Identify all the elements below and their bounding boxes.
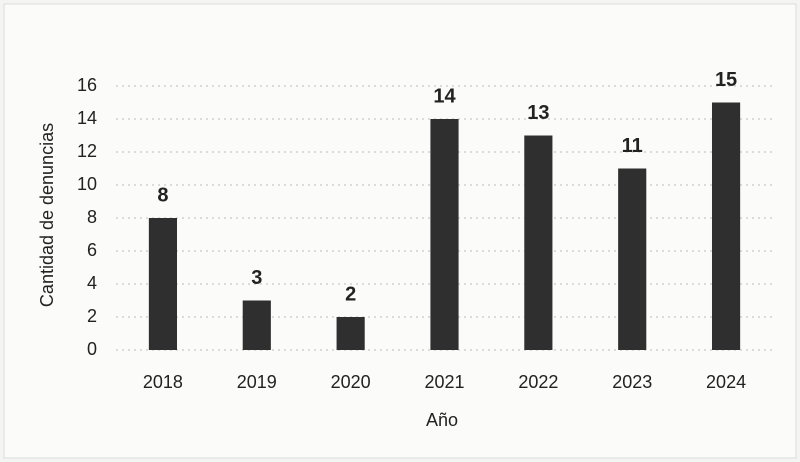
y-axis-label: Cantidad de denuncias xyxy=(37,123,57,307)
chart-frame xyxy=(3,3,797,459)
y-tick-label: 8 xyxy=(87,207,97,227)
data-label: 14 xyxy=(433,85,456,107)
y-tick-label: 4 xyxy=(87,273,97,293)
x-tick-label: 2023 xyxy=(612,372,652,392)
x-tick-label: 2018 xyxy=(143,372,183,392)
data-label: 15 xyxy=(715,69,737,91)
bar xyxy=(524,135,553,350)
x-tick-label: 2024 xyxy=(706,372,746,392)
bar xyxy=(618,168,647,350)
y-tick-label: 0 xyxy=(87,339,97,359)
y-tick-label: 6 xyxy=(87,240,97,260)
data-label: 2 xyxy=(345,283,356,305)
x-tick-label: 2021 xyxy=(424,372,464,392)
bar xyxy=(430,119,459,350)
bar xyxy=(336,317,365,350)
bar xyxy=(242,300,271,350)
y-tick-label: 2 xyxy=(87,306,97,326)
data-label: 8 xyxy=(157,184,168,206)
x-axis-label: Año xyxy=(426,410,458,430)
y-tick-label: 14 xyxy=(77,108,97,128)
bar xyxy=(711,102,741,350)
bar xyxy=(148,218,178,350)
x-tick-label: 2022 xyxy=(518,372,558,392)
data-label: 13 xyxy=(527,102,549,124)
x-tick-label: 2020 xyxy=(331,372,371,392)
y-tick-label: 10 xyxy=(77,174,97,194)
y-tick-label: 12 xyxy=(77,141,97,161)
data-label: 11 xyxy=(622,135,643,157)
y-tick-label: 16 xyxy=(77,75,97,95)
data-label: 3 xyxy=(251,267,262,289)
x-tick-label: 2019 xyxy=(237,372,277,392)
